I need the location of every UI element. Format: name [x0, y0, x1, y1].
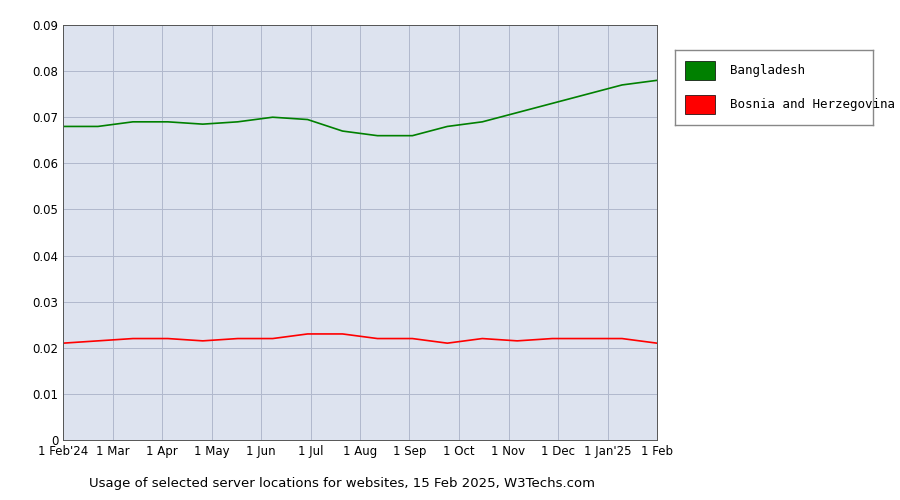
- Text: Usage of selected server locations for websites, 15 Feb 2025, W3Techs.com: Usage of selected server locations for w…: [89, 477, 595, 490]
- Bosnia and Herzegovina: [477, 336, 488, 342]
- Bangladesh: [442, 124, 453, 130]
- Line: Bosnia and Herzegovina: Bosnia and Herzegovina: [63, 334, 657, 343]
- Bangladesh: [267, 114, 278, 120]
- Bangladesh: [616, 82, 627, 88]
- Bangladesh: [93, 124, 104, 130]
- Bangladesh: [58, 124, 68, 130]
- Bangladesh: [162, 119, 173, 125]
- Bangladesh: [547, 100, 558, 106]
- Text: Bosnia and Herzegovina: Bosnia and Herzegovina: [731, 98, 896, 111]
- Bangladesh: [338, 128, 348, 134]
- Bosnia and Herzegovina: [652, 340, 662, 346]
- Bar: [685, 61, 715, 80]
- Line: Bangladesh: Bangladesh: [63, 80, 657, 136]
- Bosnia and Herzegovina: [58, 340, 68, 346]
- Bosnia and Herzegovina: [128, 336, 139, 342]
- Bosnia and Herzegovina: [407, 336, 418, 342]
- Bosnia and Herzegovina: [616, 336, 627, 342]
- Bosnia and Herzegovina: [232, 336, 243, 342]
- Bosnia and Herzegovina: [547, 336, 558, 342]
- Bar: [685, 95, 715, 114]
- Bosnia and Herzegovina: [197, 338, 208, 344]
- Bangladesh: [477, 119, 488, 125]
- Bangladesh: [302, 116, 313, 122]
- Bosnia and Herzegovina: [442, 340, 453, 346]
- Bosnia and Herzegovina: [267, 336, 278, 342]
- Bangladesh: [512, 110, 523, 116]
- Bangladesh: [128, 119, 139, 125]
- Bangladesh: [581, 91, 592, 97]
- Bosnia and Herzegovina: [512, 338, 523, 344]
- Bangladesh: [652, 78, 662, 84]
- Bosnia and Herzegovina: [93, 338, 104, 344]
- Bangladesh: [407, 132, 418, 138]
- Bangladesh: [197, 121, 208, 127]
- Bosnia and Herzegovina: [162, 336, 173, 342]
- Bosnia and Herzegovina: [302, 331, 313, 337]
- Bangladesh: [372, 132, 382, 138]
- Bosnia and Herzegovina: [372, 336, 382, 342]
- Text: Bangladesh: Bangladesh: [731, 64, 806, 77]
- Bangladesh: [232, 119, 243, 125]
- Bosnia and Herzegovina: [338, 331, 348, 337]
- Bosnia and Herzegovina: [581, 336, 592, 342]
